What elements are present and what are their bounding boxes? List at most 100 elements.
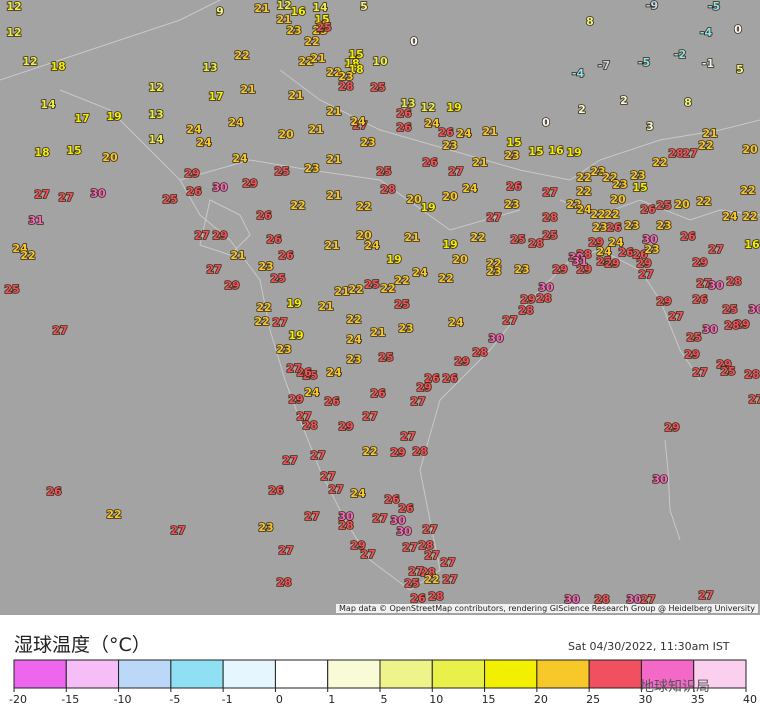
station-value: 23 xyxy=(624,219,639,232)
legend-tick-label: -15 xyxy=(61,693,79,706)
station-value: 23 xyxy=(592,221,607,234)
station-value: 27 xyxy=(448,165,463,178)
station-value: 30 xyxy=(390,514,406,527)
station-value: 21 xyxy=(370,326,385,339)
station-value: 20 xyxy=(356,229,372,242)
station-value: 26 xyxy=(186,185,202,198)
station-value: 24 xyxy=(412,266,428,279)
station-value: 27 xyxy=(638,268,653,281)
station-value: 28 xyxy=(420,566,435,579)
station-value: 21 xyxy=(326,105,341,118)
station-value: 23 xyxy=(504,149,519,162)
station-value: 26 xyxy=(268,484,284,497)
station-value: 21 xyxy=(472,156,487,169)
station-value: 28 xyxy=(744,368,759,381)
station-value: 27 xyxy=(400,430,415,443)
station-value: 9 xyxy=(216,5,224,18)
legend-swatch xyxy=(118,659,172,689)
station-value: 16 xyxy=(548,144,564,157)
legend-swatch xyxy=(484,659,538,689)
station-value: 28 xyxy=(338,80,353,93)
station-value: 26 xyxy=(692,293,708,306)
station-value: 22 xyxy=(380,282,395,295)
legend-swatch xyxy=(379,659,433,689)
station-value: 23 xyxy=(338,70,353,83)
station-value: 27 xyxy=(310,449,325,462)
station-value: 22 xyxy=(470,231,485,244)
station-value: 28 xyxy=(276,576,291,589)
station-value: 29 xyxy=(552,263,567,276)
station-value: 25 xyxy=(376,165,391,178)
station-value: 22 xyxy=(486,257,501,270)
station-value: 19 xyxy=(288,329,303,342)
station-value: 22 xyxy=(604,208,619,221)
station-value: -9 xyxy=(646,0,658,12)
station-value: 12 xyxy=(22,55,37,68)
station-value: 20 xyxy=(674,198,690,211)
station-value: 28 xyxy=(302,419,317,432)
station-value: 28 xyxy=(518,304,533,317)
station-value: 14 xyxy=(40,98,56,111)
station-value: 23 xyxy=(346,353,361,366)
station-value: 22 xyxy=(348,283,363,296)
station-value: 22 xyxy=(20,249,35,262)
station-value: 23 xyxy=(590,165,605,178)
station-value: 24 xyxy=(304,386,320,399)
station-value: 25 xyxy=(378,351,393,364)
station-value: 10 xyxy=(372,55,388,68)
station-value: 28 xyxy=(412,445,427,458)
station-value: 24 xyxy=(424,117,440,130)
station-value: 19 xyxy=(566,146,581,159)
station-value: 27 xyxy=(640,593,655,606)
station-value: 22 xyxy=(256,301,271,314)
station-value: 27 xyxy=(278,544,293,557)
station-value: 27 xyxy=(502,314,517,327)
station-value: 28 xyxy=(726,275,741,288)
station-value: 30 xyxy=(212,181,228,194)
station-value: 15 xyxy=(528,145,543,158)
station-value: -5 xyxy=(638,56,650,69)
legend-tick-label: 20 xyxy=(534,693,548,706)
station-value: 29 xyxy=(242,177,257,190)
station-value: 29 xyxy=(734,318,749,331)
station-value: 30 xyxy=(748,303,760,316)
station-value: 24 xyxy=(350,115,366,128)
station-value: 26 xyxy=(410,592,426,605)
station-value: 26 xyxy=(506,180,522,193)
station-value: 15 xyxy=(348,48,363,61)
station-value: 29 xyxy=(288,393,303,406)
station-value: 25 xyxy=(542,229,557,242)
station-value: 28 xyxy=(542,211,557,224)
station-value: 13 xyxy=(400,97,415,110)
station-value: 0 xyxy=(542,116,550,129)
station-value: 27 xyxy=(58,191,73,204)
station-value: 22 xyxy=(566,198,581,211)
station-value: 18 xyxy=(50,60,65,73)
station-value: 23 xyxy=(514,263,529,276)
station-value: 30 xyxy=(702,323,718,336)
legend-swatch xyxy=(588,659,642,689)
station-value: 5 xyxy=(360,0,368,13)
station-value: 15 xyxy=(314,13,329,26)
station-value: -2 xyxy=(674,48,686,61)
station-value: 22 xyxy=(698,139,713,152)
station-value: 29 xyxy=(454,355,469,368)
station-value: 20 xyxy=(102,151,118,164)
station-value: 27 xyxy=(408,565,423,578)
station-value: 22 xyxy=(234,49,249,62)
station-value: 29 xyxy=(390,446,405,459)
station-value: 23 xyxy=(276,343,291,356)
station-value: 22 xyxy=(356,200,371,213)
station-value: 14 xyxy=(312,1,328,14)
legend-title: 湿球温度（°C） xyxy=(14,634,151,656)
station-value: 25 xyxy=(394,298,409,311)
station-value: 22 xyxy=(254,315,269,328)
station-value: 22 xyxy=(742,210,757,223)
station-value: -4 xyxy=(700,26,713,39)
station-value: 0 xyxy=(410,35,418,48)
station-value: 27 xyxy=(304,510,319,523)
station-value: 26 xyxy=(618,246,634,259)
station-value: 26 xyxy=(640,203,656,216)
station-value: 26 xyxy=(632,248,648,261)
